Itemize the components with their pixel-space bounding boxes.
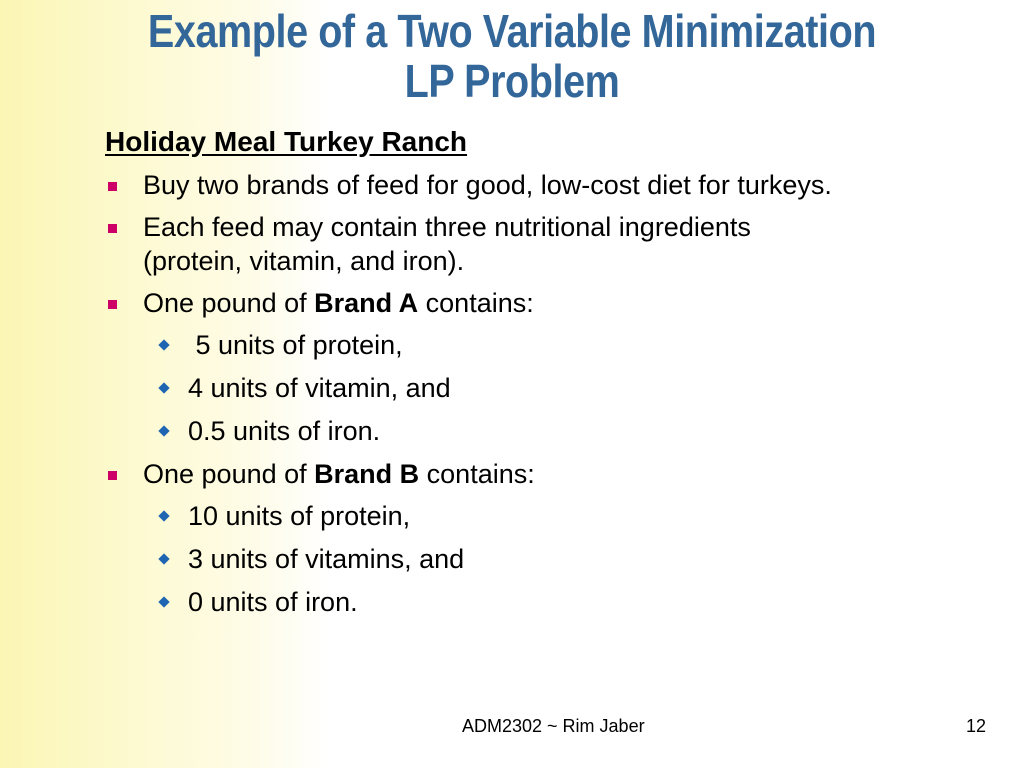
sub-bullet-text: 3 units of vitamins, and <box>188 544 465 574</box>
diamond-bullet-icon <box>158 510 170 522</box>
sub-bullet-item: 5 units of protein, <box>0 328 1024 362</box>
brand-b-label: Brand B <box>314 459 420 489</box>
page-number: 12 <box>966 716 987 736</box>
sub-bullet-text: 4 units of vitamin, and <box>188 373 451 403</box>
square-bullet-icon <box>108 182 117 191</box>
bullet-item: Each feed may contain three nutritional … <box>0 210 1024 278</box>
slide-title: Example of a Two Variable Minimization L… <box>89 6 935 106</box>
bullet-text-suffix: contains: <box>419 459 535 489</box>
bullet-text-prefix: One pound of <box>143 459 315 489</box>
square-bullet-icon <box>108 471 117 480</box>
square-bullet-icon <box>108 300 117 309</box>
slide-title-line-2: LP Problem <box>404 55 620 107</box>
sub-bullet-text: 10 units of protein, <box>188 501 411 531</box>
bullet-item: Buy two brands of feed for good, low-cos… <box>0 168 1024 202</box>
sub-bullet-item: 10 units of protein, <box>0 499 1024 533</box>
bullet-text: Buy two brands of feed for good, low-cos… <box>143 170 832 200</box>
sub-bullet-group: 10 units of protein, 3 units of vitamins… <box>0 499 1024 619</box>
bullet-text-prefix: One pound of <box>143 288 315 318</box>
sub-bullet-text: 0 units of iron. <box>188 587 358 617</box>
sub-bullet-item: 3 units of vitamins, and <box>0 542 1024 576</box>
diamond-bullet-icon <box>158 339 170 351</box>
square-bullet-icon <box>108 224 117 233</box>
sub-bullet-list: 10 units of protein, 3 units of vitamins… <box>0 499 1024 619</box>
sub-bullet-item: 4 units of vitamin, and <box>0 371 1024 405</box>
bullet-list: Buy two brands of feed for good, low-cos… <box>0 168 1024 628</box>
sub-bullet-text: 5 units of protein, <box>188 330 403 360</box>
diamond-bullet-icon <box>158 553 170 565</box>
section-heading: Holiday Meal Turkey Ranch <box>105 126 468 157</box>
diamond-bullet-icon <box>158 382 170 394</box>
footer-author: ADM2302 ~ Rim Jaber <box>462 716 645 736</box>
diamond-bullet-icon <box>158 425 170 437</box>
bullet-text-suffix: contains: <box>418 288 534 318</box>
sub-bullet-group: 5 units of protein, 4 units of vitamin, … <box>0 328 1024 448</box>
diamond-bullet-icon <box>158 596 170 608</box>
sub-bullet-list: 5 units of protein, 4 units of vitamin, … <box>0 328 1024 448</box>
bullet-item: One pound of Brand A contains: <box>0 286 1024 320</box>
bullet-text: Each feed may contain three nutritional … <box>143 212 751 276</box>
sub-bullet-item: 0 units of iron. <box>0 585 1024 619</box>
slide-title-line-1: Example of a Two Variable Minimization <box>147 5 877 57</box>
sub-bullet-text: 0.5 units of iron. <box>188 416 381 446</box>
bullet-item: One pound of Brand B contains: <box>0 457 1024 491</box>
brand-a-label: Brand A <box>314 288 419 318</box>
sub-bullet-item: 0.5 units of iron. <box>0 414 1024 448</box>
